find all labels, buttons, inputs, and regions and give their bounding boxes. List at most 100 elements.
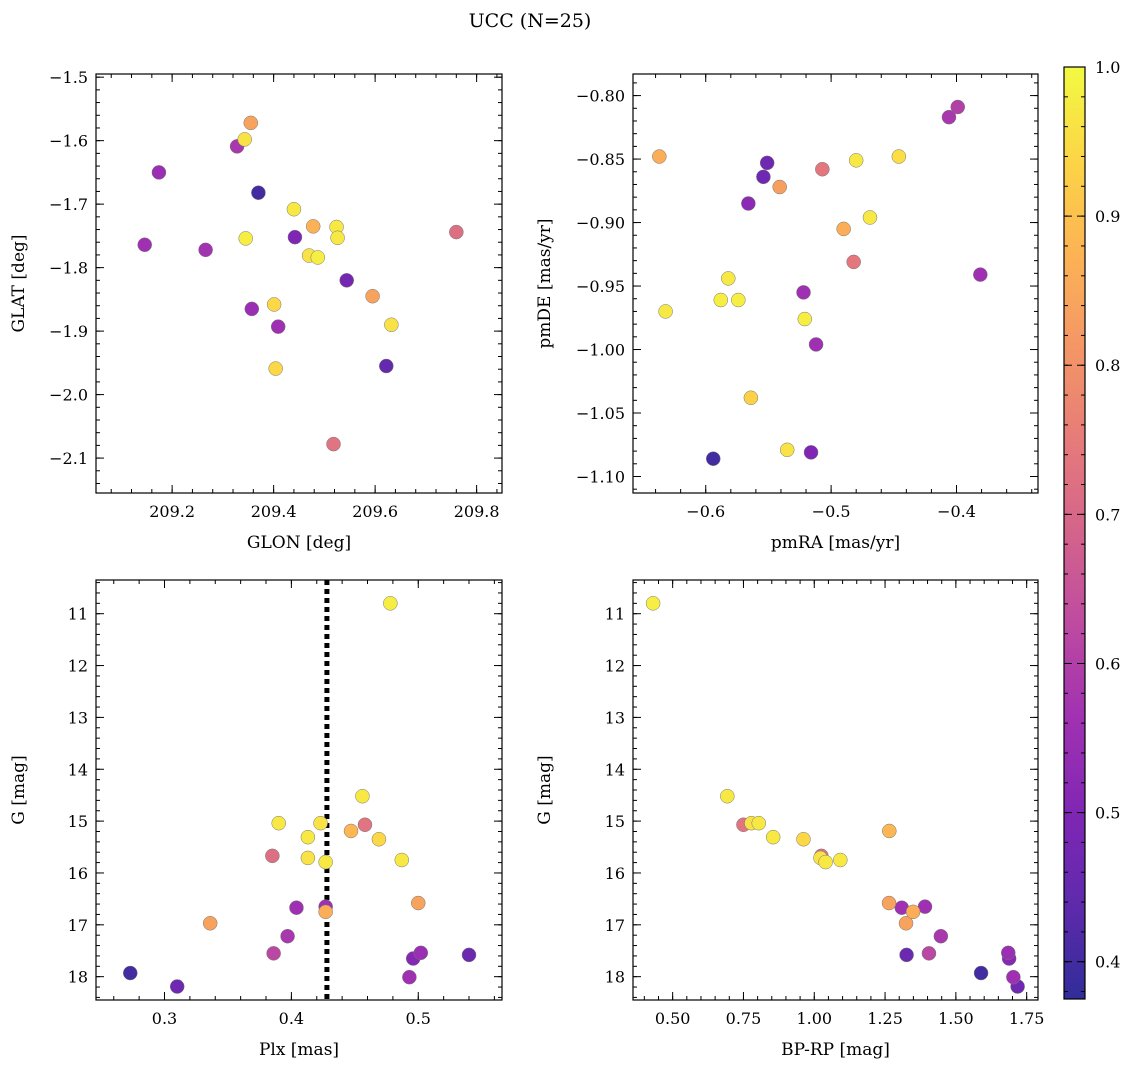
x-axis-label: GLON [deg] [247,533,351,553]
scatter-point [741,196,756,211]
x-tick-label: 209.2 [149,502,195,521]
scatter-point [731,292,746,308]
scatter-point [796,285,811,300]
y-tick-label: −1.9 [49,322,88,341]
scatter-point [379,358,394,374]
y-tick-label: 12 [68,657,88,676]
scatter-point [881,895,897,911]
scatter-point [289,900,304,915]
y-tick-label: −2.0 [49,386,88,405]
scatter-point [238,231,253,246]
scatter-point [720,788,735,804]
y-tick-label: 13 [605,708,625,727]
scatter-point [265,848,280,864]
scatter-point [384,317,399,333]
colorbar-tick-label: 0.6 [1095,654,1120,673]
scatter-point [898,916,914,931]
scatter-point [270,319,286,334]
x-tick-label: 0.50 [655,1009,691,1028]
scatter-point [318,854,333,870]
scatter-point [899,947,914,963]
scatter-point [287,229,303,245]
scatter-points [652,99,988,466]
scatter-point [461,947,477,963]
scatter-point [286,201,302,217]
scatter-point [266,946,281,961]
y-tick-label: −0.90 [576,214,625,233]
y-tick-label: 16 [605,864,625,883]
scatter-point [244,301,260,317]
y-tick-label: 11 [68,605,88,624]
y-tick-label: 14 [605,760,625,779]
scatter-point [1001,945,1016,961]
minor-ticks [633,580,1038,1000]
y-tick-label: −1.05 [576,404,625,423]
panel-2: −0.6 −0.5 −0.4 −0.80 −0.85 −0.90 −0.95 −1.00 −1.… [535,73,1039,553]
x-tick-label: 209.4 [251,502,297,521]
scatter-point [836,221,851,237]
scatter-points [645,596,1025,994]
scatter-point [803,445,819,460]
y-tick-label: −1.6 [49,132,88,151]
y-axis-label: GLAT [deg] [9,234,29,332]
y-tick-label: 14 [68,760,88,779]
scatter-point [652,149,667,164]
scatter-point [645,596,661,611]
colorbar-tick-label: 1.0 [1095,58,1120,77]
scatter-point [891,149,907,164]
colorbar-frame [1063,66,1086,1000]
scatter-point [862,210,878,225]
x-tick-label: −0.4 [937,502,976,521]
scatter-point [202,916,218,931]
panel-4: 0.50 0.75 1.00 1.25 1.50 1.75 11 12 13 14 15 16 17 18… [535,579,1045,1060]
y-tick-label: −1.5 [49,68,88,87]
scatter-point [941,109,957,125]
scatter-point [123,965,138,981]
x-tick-label: 1.75 [1009,1009,1045,1028]
scatter-point [394,852,410,868]
y-tick-label: −0.80 [576,87,625,106]
scatter-point [815,161,830,177]
y-axis-label: G [mag] [535,755,555,824]
scatter-point [300,829,316,845]
scatter-point [268,361,283,376]
scatter-point [721,271,736,286]
colorbar-tick-label: 0.4 [1095,953,1120,972]
scatter-point [151,165,167,180]
y-tick-label: −1.00 [576,341,625,360]
x-tick-label: 0.4 [279,1009,304,1028]
y-tick-label: −1.10 [576,467,625,486]
scatter-point [326,436,341,452]
y-tick-label: 11 [605,605,625,624]
y-tick-label: −1.8 [49,259,88,278]
scatter-point [413,945,429,961]
scatter-point [779,442,795,458]
axes-frame [632,579,1039,1001]
x-axis-label: pmRA [mas/yr] [771,533,900,553]
scatter-point [371,832,387,847]
scatter-point [705,451,721,466]
scatter-point [339,273,354,288]
x-tick-label: 209.6 [352,502,398,521]
x-tick-label: 209.8 [454,502,500,521]
scatter-point [310,250,326,265]
scatter-point [271,815,286,831]
x-tick-label: 0.75 [726,1009,762,1028]
y-tick-label: 17 [68,916,88,935]
y-tick-label: 16 [68,864,88,883]
y-tick-label: 18 [68,968,88,987]
scatter-point [357,817,373,832]
scatter-point [343,823,359,839]
scatter-point [848,153,864,168]
y-tick-label: 18 [605,968,625,987]
scatter-point [169,979,185,994]
scatter-point [973,965,989,981]
panel-1: 209.2 209.4 209.6 209.8 −1.5 −1.6 −1.7 −1.8 −1.9… [9,68,503,553]
colorbar-tick-label: 0.7 [1095,505,1120,524]
y-tick-label: 12 [605,657,625,676]
scatter-point [808,337,824,352]
scatter-point [846,254,861,270]
x-tick-label: 1.00 [796,1009,832,1028]
y-tick-label: 17 [605,916,625,935]
x-tick-label: −0.5 [812,502,851,521]
